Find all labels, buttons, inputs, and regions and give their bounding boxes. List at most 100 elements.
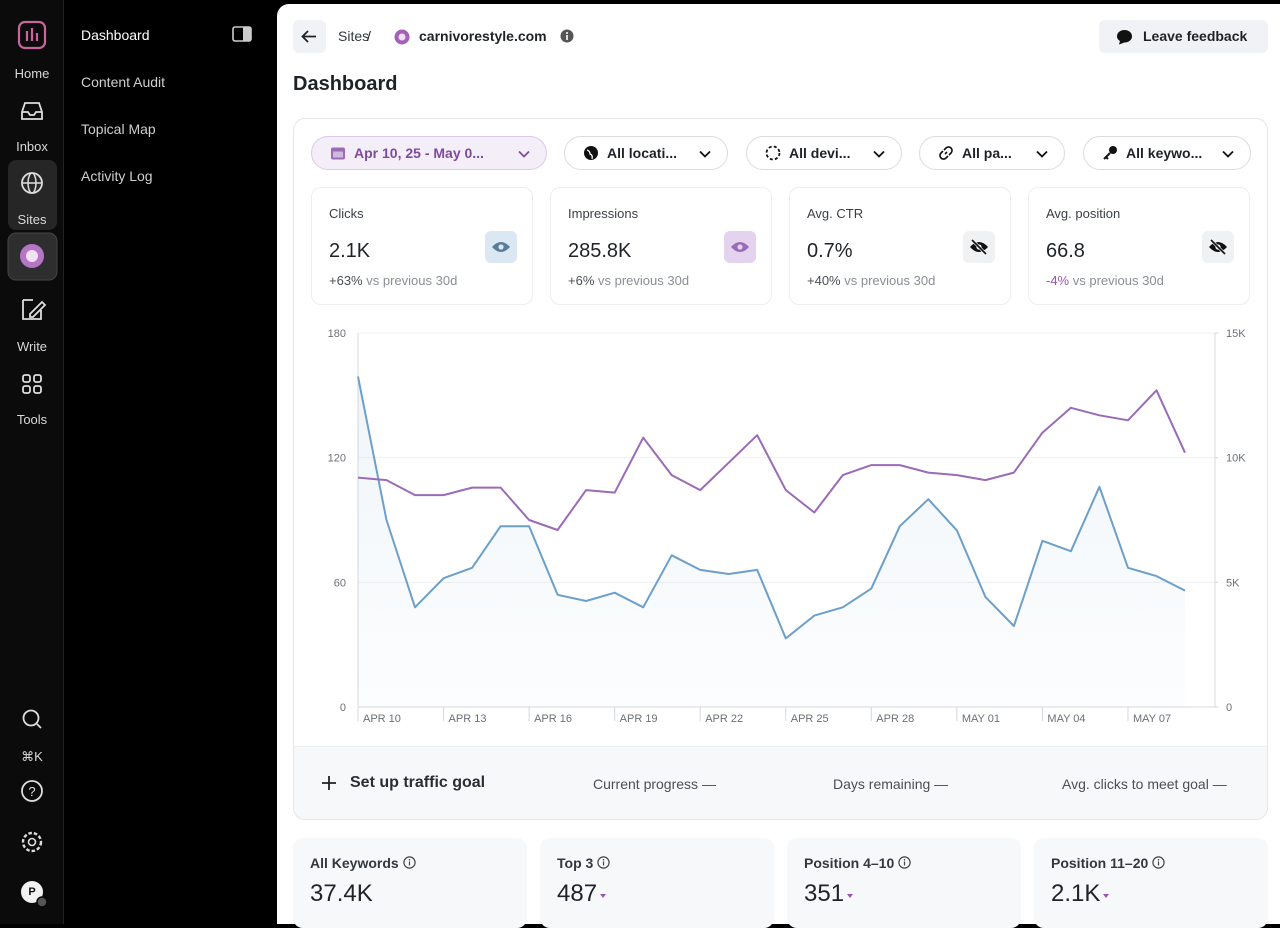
metric-card: Avg. CTR 0.7% +40% vs previous 30d xyxy=(789,187,1011,305)
keyword-card: Top 3 487 xyxy=(540,838,774,928)
y-tick-label: 180 xyxy=(328,328,346,340)
plus-icon[interactable] xyxy=(320,774,338,792)
inbox-icon xyxy=(21,102,43,120)
breadcrumb-separator: / xyxy=(367,28,371,44)
write-icon xyxy=(22,299,47,320)
y2-tick-label: 10K xyxy=(1226,453,1246,465)
device-filter[interactable]: All devi... xyxy=(746,136,902,170)
metric-card: Clicks 2.1K +63% vs previous 30d xyxy=(311,187,533,305)
feedback-button[interactable]: Leave feedback xyxy=(1099,20,1268,53)
goal-value: — xyxy=(701,776,716,792)
breadcrumb[interactable]: Sites xyxy=(338,28,370,44)
keyword-value: 37.4K xyxy=(310,880,373,907)
goal-value: — xyxy=(1212,776,1227,792)
date-filter[interactable]: Apr 10, 25 - May 0... xyxy=(311,136,547,170)
keyword-value-row: 487 xyxy=(557,880,609,908)
metric-change-row: +63% vs previous 30d xyxy=(329,273,457,288)
keyword-label-text: Position 4–10 xyxy=(804,855,895,871)
keyword-label-text: Position 11–20 xyxy=(1051,855,1149,871)
goal-label: Current progress xyxy=(593,776,699,792)
metric-value: 0.7% xyxy=(807,240,853,262)
settings-icon[interactable] xyxy=(21,831,43,853)
avatar-initial: P xyxy=(28,886,36,898)
metric-card: Avg. position 66.8 -4% vs previous 30d xyxy=(1028,187,1250,305)
keyword-card: All Keywords 37.4K xyxy=(293,838,527,928)
x-tick-label: APR 10 xyxy=(363,713,401,725)
keyword-value-row: 2.1K xyxy=(1051,880,1112,908)
info-icon[interactable] xyxy=(560,29,574,43)
y2-tick-label: 5K xyxy=(1226,577,1240,589)
rail-label[interactable]: Inbox xyxy=(16,139,48,154)
metric-change: -4% xyxy=(1046,273,1070,288)
goal-item: Current progress — xyxy=(593,776,716,792)
series-toggle[interactable] xyxy=(485,231,517,263)
metric-value: 285.8K xyxy=(568,240,632,262)
metric-change-row: +6% vs previous 30d xyxy=(568,273,689,288)
site-name: carnivorestyle.com xyxy=(419,28,547,44)
goal-item: Avg. clicks to meet goal — xyxy=(1062,776,1227,792)
rail-label[interactable]: Home xyxy=(14,66,50,81)
metric-value: 66.8 xyxy=(1046,240,1085,262)
x-tick-label: MAY 04 xyxy=(1047,713,1085,725)
svg-text:?: ? xyxy=(28,784,35,799)
x-tick-label: MAY 01 xyxy=(962,713,1000,725)
series-toggle[interactable] xyxy=(1202,231,1234,263)
nav-item[interactable]: Activity Log xyxy=(81,168,153,184)
metric-compare: vs previous 30d xyxy=(598,273,690,288)
goal-action[interactable]: Set up traffic goal xyxy=(350,774,486,791)
metric-change-row: -4% vs previous 30d xyxy=(1046,273,1164,288)
keyword-filter[interactable]: All keywo... xyxy=(1083,136,1251,170)
keyword-card: Position 4–10 351 xyxy=(787,838,1021,928)
x-tick-label: APR 25 xyxy=(791,713,829,725)
collapse-toggle[interactable] xyxy=(232,26,252,42)
metric-compare: vs previous 30d xyxy=(844,273,936,288)
keyword-label: Position 11–20 xyxy=(1051,855,1165,871)
icon-rail: ? Home Inbox Sites Write Tools ⌘K P xyxy=(0,0,64,924)
traffic-chart: 0 60 120 180 0 5K 10K 15K APR 10 APR 13 APR 16 APR … xyxy=(328,328,1247,725)
rail-icons: ? xyxy=(7,20,58,908)
metric-compare: vs previous 30d xyxy=(366,273,458,288)
nav-item[interactable]: Topical Map xyxy=(81,121,156,137)
keyword-label-text: Top 3 xyxy=(557,855,594,871)
x-tick-label: APR 19 xyxy=(620,713,658,725)
metric-compare: vs previous 30d xyxy=(1072,273,1164,288)
metric-label: Avg. CTR xyxy=(807,206,864,221)
metric-value: 2.1K xyxy=(329,240,371,262)
x-tick-label: APR 16 xyxy=(534,713,572,725)
active-highlight xyxy=(8,160,57,230)
series-toggle[interactable] xyxy=(724,231,756,263)
filter-label: All pa... xyxy=(962,145,1012,161)
site-favicon xyxy=(394,29,410,45)
back-button[interactable] xyxy=(293,20,326,53)
keyword-label-text: All Keywords xyxy=(310,855,399,871)
filter-label: All keywo... xyxy=(1126,145,1203,161)
metric-change: +6% xyxy=(568,273,595,288)
avatar[interactable] xyxy=(21,881,43,903)
keyword-card: Position 11–20 2.1K xyxy=(1034,838,1268,928)
page-filter[interactable]: All pa... xyxy=(919,136,1065,170)
rail-label[interactable]: Write xyxy=(16,339,48,354)
x-tick-label: MAY 07 xyxy=(1133,713,1171,725)
overview-card xyxy=(293,118,1268,820)
keyword-value-row: 351 xyxy=(804,880,856,908)
metric-change: +63% xyxy=(329,273,363,288)
keyword-value: 2.1K xyxy=(1051,880,1101,907)
metric-change: +40% xyxy=(807,273,841,288)
rail-label[interactable]: Tools xyxy=(16,412,48,427)
metric-label: Impressions xyxy=(568,206,639,221)
logo-icon xyxy=(17,20,47,50)
metric-label: Avg. position xyxy=(1046,206,1121,221)
metric-change-row: +40% vs previous 30d xyxy=(807,273,935,288)
help-icon[interactable] xyxy=(21,780,43,802)
x-tick-label: APR 28 xyxy=(876,713,914,725)
filter-label: All locati... xyxy=(607,145,678,161)
keyword-value: 351 xyxy=(804,880,845,907)
goal-value: — xyxy=(934,776,949,792)
search-icon[interactable] xyxy=(22,709,40,727)
rail-label[interactable]: Sites xyxy=(17,212,47,227)
nav-item[interactable]: Dashboard xyxy=(81,27,150,43)
nav-item[interactable]: Content Audit xyxy=(81,74,166,90)
location-filter[interactable]: All locati... xyxy=(564,136,728,170)
series-toggle[interactable] xyxy=(963,231,995,263)
